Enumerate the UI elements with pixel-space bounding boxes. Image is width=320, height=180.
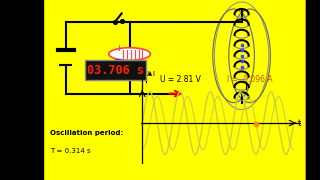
Bar	[306, 0, 320, 180]
Text: −: −	[114, 54, 123, 64]
Text: U: U	[143, 71, 148, 76]
Bar	[0, 0, 43, 180]
Ellipse shape	[109, 48, 150, 60]
Text: ▲: ▲	[148, 71, 152, 76]
Text: t: t	[298, 119, 301, 128]
Text: Oscillation period:: Oscillation period:	[50, 130, 123, 136]
Text: I: I	[152, 71, 154, 76]
Text: 03.706 s: 03.706 s	[87, 64, 144, 77]
Text: I = -0.096 A: I = -0.096 A	[227, 75, 273, 84]
Text: +: +	[115, 44, 122, 53]
Text: T = 0.314 s: T = 0.314 s	[50, 148, 90, 154]
FancyBboxPatch shape	[85, 60, 146, 80]
Text: U = 2.81 V: U = 2.81 V	[160, 75, 201, 84]
